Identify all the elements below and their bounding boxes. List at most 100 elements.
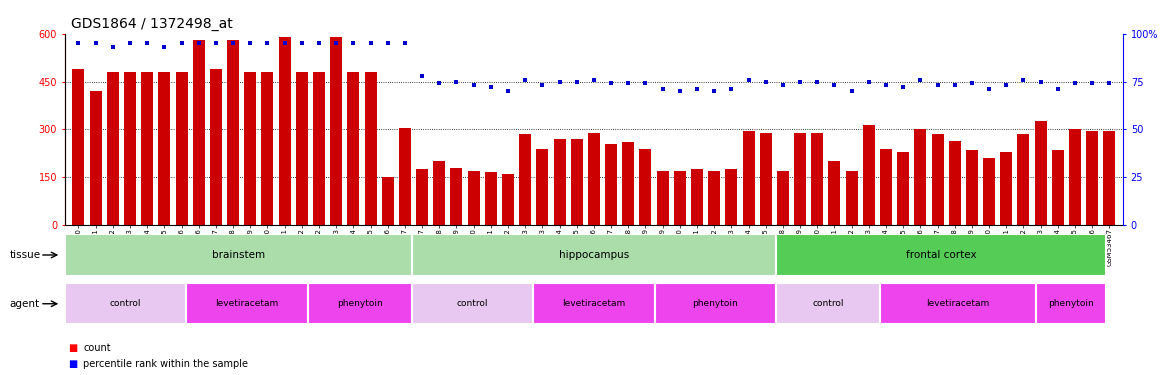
Point	[155, 44, 174, 50]
Text: ■: ■	[68, 343, 78, 353]
Bar	[655, 283, 776, 324]
Point	[275, 40, 294, 46]
Text: phenytoin: phenytoin	[1048, 299, 1094, 308]
Point	[481, 84, 500, 90]
Point	[842, 88, 861, 94]
Bar	[175, 72, 187, 225]
Bar	[949, 141, 961, 225]
Bar	[65, 283, 186, 324]
Text: phenytoin: phenytoin	[693, 299, 739, 308]
Bar	[622, 142, 634, 225]
Point	[379, 40, 397, 46]
Bar	[897, 152, 909, 225]
Point	[619, 81, 637, 87]
Bar	[502, 174, 514, 225]
Point	[430, 81, 449, 87]
Bar	[1069, 129, 1081, 225]
Text: levetiracetam: levetiracetam	[562, 299, 626, 308]
Bar	[742, 131, 755, 225]
Bar	[931, 134, 943, 225]
Bar	[485, 172, 496, 225]
Point	[670, 88, 689, 94]
Bar	[640, 148, 652, 225]
Bar	[330, 37, 342, 225]
Point	[653, 86, 671, 92]
Bar	[1017, 134, 1029, 225]
Point	[790, 79, 809, 85]
Bar	[914, 129, 927, 225]
Bar	[450, 168, 462, 225]
Point	[1048, 86, 1067, 92]
Point	[997, 82, 1016, 88]
Point	[1031, 79, 1050, 85]
Point	[860, 79, 878, 85]
Point	[1014, 76, 1033, 82]
Point	[962, 81, 981, 87]
Point	[516, 76, 535, 82]
Point	[826, 82, 844, 88]
Bar	[107, 72, 119, 225]
Point	[722, 86, 741, 92]
Point	[980, 86, 998, 92]
Text: agent: agent	[9, 299, 40, 309]
Point	[946, 82, 964, 88]
Bar	[1087, 131, 1098, 225]
Bar	[382, 177, 394, 225]
Bar	[1035, 122, 1047, 225]
Point	[1065, 81, 1084, 87]
Bar	[726, 169, 737, 225]
Point	[86, 40, 105, 46]
Bar	[536, 148, 548, 225]
Point	[172, 40, 191, 46]
Text: frontal cortex: frontal cortex	[906, 250, 976, 260]
Bar	[691, 169, 703, 225]
Bar	[261, 72, 274, 225]
Point	[808, 79, 827, 85]
Bar	[399, 128, 410, 225]
Point	[739, 76, 757, 82]
Text: control: control	[813, 299, 844, 308]
Bar	[811, 133, 823, 225]
Text: levetiracetam: levetiracetam	[927, 299, 990, 308]
Point	[636, 81, 655, 87]
Bar	[533, 283, 655, 324]
Point	[293, 40, 312, 46]
Point	[704, 88, 723, 94]
Bar	[880, 148, 891, 225]
Bar	[227, 40, 239, 225]
Bar	[708, 171, 720, 225]
Point	[138, 40, 156, 46]
Text: percentile rank within the sample: percentile rank within the sample	[83, 359, 248, 369]
Point	[928, 82, 947, 88]
Bar	[776, 283, 880, 324]
Text: count: count	[83, 343, 111, 353]
Bar	[570, 139, 583, 225]
Bar	[365, 72, 376, 225]
Bar	[73, 69, 85, 225]
Text: control: control	[456, 299, 488, 308]
Point	[447, 79, 466, 85]
Point	[1083, 81, 1102, 87]
Point	[361, 40, 380, 46]
Bar	[209, 69, 222, 225]
Bar	[794, 133, 806, 225]
Bar	[674, 171, 686, 225]
Bar	[1001, 152, 1013, 225]
Point	[911, 76, 930, 82]
Text: phenytoin: phenytoin	[336, 299, 382, 308]
Bar	[863, 124, 875, 225]
Bar	[412, 283, 533, 324]
Point	[189, 40, 208, 46]
Bar	[123, 72, 136, 225]
Point	[499, 88, 517, 94]
Bar	[1051, 150, 1064, 225]
Bar	[828, 161, 841, 225]
Bar	[554, 139, 566, 225]
Bar	[965, 150, 978, 225]
Text: levetiracetam: levetiracetam	[215, 299, 279, 308]
Bar	[1103, 131, 1115, 225]
Bar	[308, 283, 412, 324]
Bar	[245, 72, 256, 225]
Bar	[760, 133, 771, 225]
Bar	[983, 158, 995, 225]
